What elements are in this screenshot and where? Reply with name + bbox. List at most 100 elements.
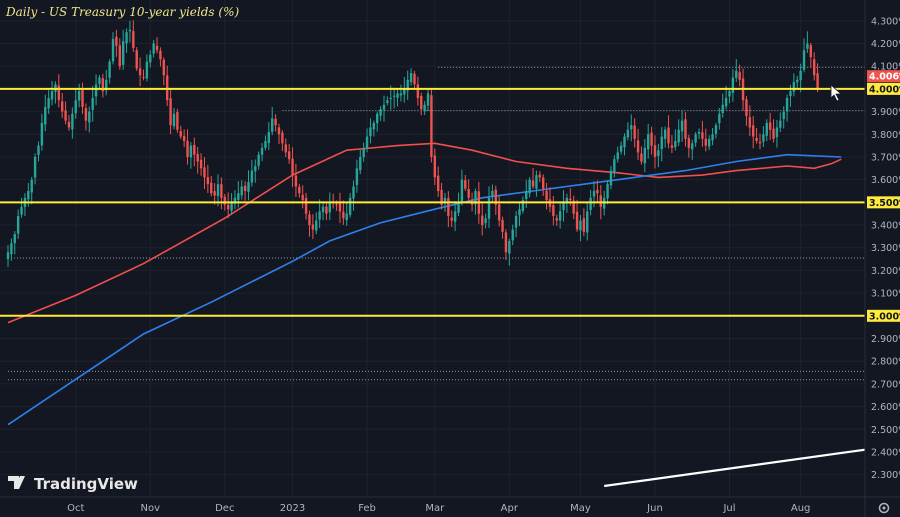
level-tag-bg: [867, 309, 900, 322]
candle-body: [440, 189, 443, 205]
candle-body: [504, 232, 508, 253]
candle-body: [345, 213, 348, 221]
candle-body: [311, 224, 315, 230]
candle-body: [121, 41, 125, 65]
candle-body: [762, 134, 765, 142]
candle-body: [33, 156, 37, 178]
candle-body: [609, 170, 613, 186]
candle-body: [599, 195, 602, 207]
candle-body: [260, 147, 264, 155]
y-tick-label: 3.700%: [871, 152, 900, 163]
x-tick-label: Dec: [215, 503, 234, 514]
candle-body: [680, 120, 684, 132]
candle-body: [172, 113, 176, 127]
candle-body: [460, 179, 464, 203]
candle-body: [318, 211, 321, 220]
candle-body: [30, 179, 33, 193]
x-tick-label: May: [570, 503, 591, 514]
candle-body: [450, 217, 453, 221]
candle-body: [775, 127, 779, 138]
candle-body: [210, 182, 213, 194]
candle-body: [721, 104, 724, 114]
candle-body: [189, 145, 193, 158]
x-tick-label: 2023: [280, 503, 305, 514]
candle-body: [677, 129, 680, 143]
candle-body: [447, 198, 450, 216]
candle-body: [670, 145, 674, 148]
candle-body: [430, 95, 433, 157]
dotted-levels: [8, 66, 865, 381]
candle-body: [542, 177, 545, 189]
candle-body: [508, 240, 511, 254]
last-price-tag: 4.006%: [869, 72, 900, 83]
candle-body: [752, 125, 755, 137]
candle-body: [687, 138, 691, 148]
candle-body: [308, 214, 311, 226]
candle-body: [697, 132, 701, 134]
candle-body: [731, 77, 735, 93]
candle-body: [115, 36, 118, 46]
candle-body: [799, 70, 802, 81]
candle-body: [735, 70, 738, 78]
candle-body: [98, 77, 101, 85]
x-tick-label: Oct: [67, 503, 84, 514]
candle-body: [226, 204, 230, 210]
y-tick-label: 2.700%: [871, 379, 900, 390]
candle-body: [772, 128, 775, 139]
candle-body: [724, 97, 728, 107]
candle-body: [237, 193, 240, 200]
candle-body: [782, 111, 785, 120]
candle-body: [423, 104, 426, 112]
level-tag: 4.000%: [869, 84, 900, 95]
candle-body: [501, 219, 504, 232]
candle-body: [792, 82, 796, 92]
last-price-tag-bg: [867, 70, 900, 83]
candle-body: [684, 119, 687, 139]
x-tick-label: Jul: [722, 503, 735, 514]
candle-body: [409, 73, 413, 83]
x-tick-label: Mar: [425, 503, 445, 514]
candle-body: [250, 170, 254, 183]
candle-body: [816, 73, 819, 89]
candle-body: [94, 84, 98, 97]
candle-body: [216, 184, 220, 197]
candle-body: [545, 190, 548, 201]
candle-body: [284, 144, 287, 153]
candle-body: [71, 113, 74, 130]
candle-body: [6, 252, 10, 260]
candle-body: [569, 198, 572, 201]
candle-body: [243, 185, 247, 191]
candle-body: [562, 202, 565, 211]
candle-body: [105, 79, 108, 91]
candle-body: [118, 45, 121, 67]
y-tick-label: 2.500%: [871, 425, 900, 436]
x-axis-ticks: Oct Nov Dec 2023 Feb Mar Apr May Jun Jul Aug: [67, 503, 810, 514]
candle-body: [802, 50, 806, 70]
candle-body: [40, 122, 44, 146]
candle-body: [812, 59, 816, 76]
candle-body: [27, 191, 30, 200]
candle-body: [382, 104, 386, 110]
candle-body: [88, 111, 91, 123]
candle-body: [704, 138, 707, 146]
candle-body: [420, 95, 423, 110]
candle-body: [718, 113, 721, 124]
candle-body: [694, 134, 697, 143]
candle-body: [426, 93, 430, 106]
horizontal-levels: [0, 87, 865, 317]
x-tick-label: Nov: [141, 503, 161, 514]
candle-body: [406, 79, 409, 91]
candle-body: [586, 211, 589, 233]
candle-body: [613, 159, 616, 173]
candle-body: [572, 200, 575, 214]
settings-gear-icon[interactable]: [878, 502, 890, 514]
candle-body: [298, 186, 301, 194]
candle-body: [481, 215, 484, 226]
candle-body: [650, 132, 653, 146]
candle-body: [433, 155, 437, 178]
y-tick-label: 2.300%: [871, 470, 900, 481]
y-tick-label: 4.100%: [871, 62, 900, 73]
candle-body: [132, 31, 135, 49]
y-tick-label: 3.600%: [871, 175, 900, 186]
candle-body: [277, 127, 281, 135]
